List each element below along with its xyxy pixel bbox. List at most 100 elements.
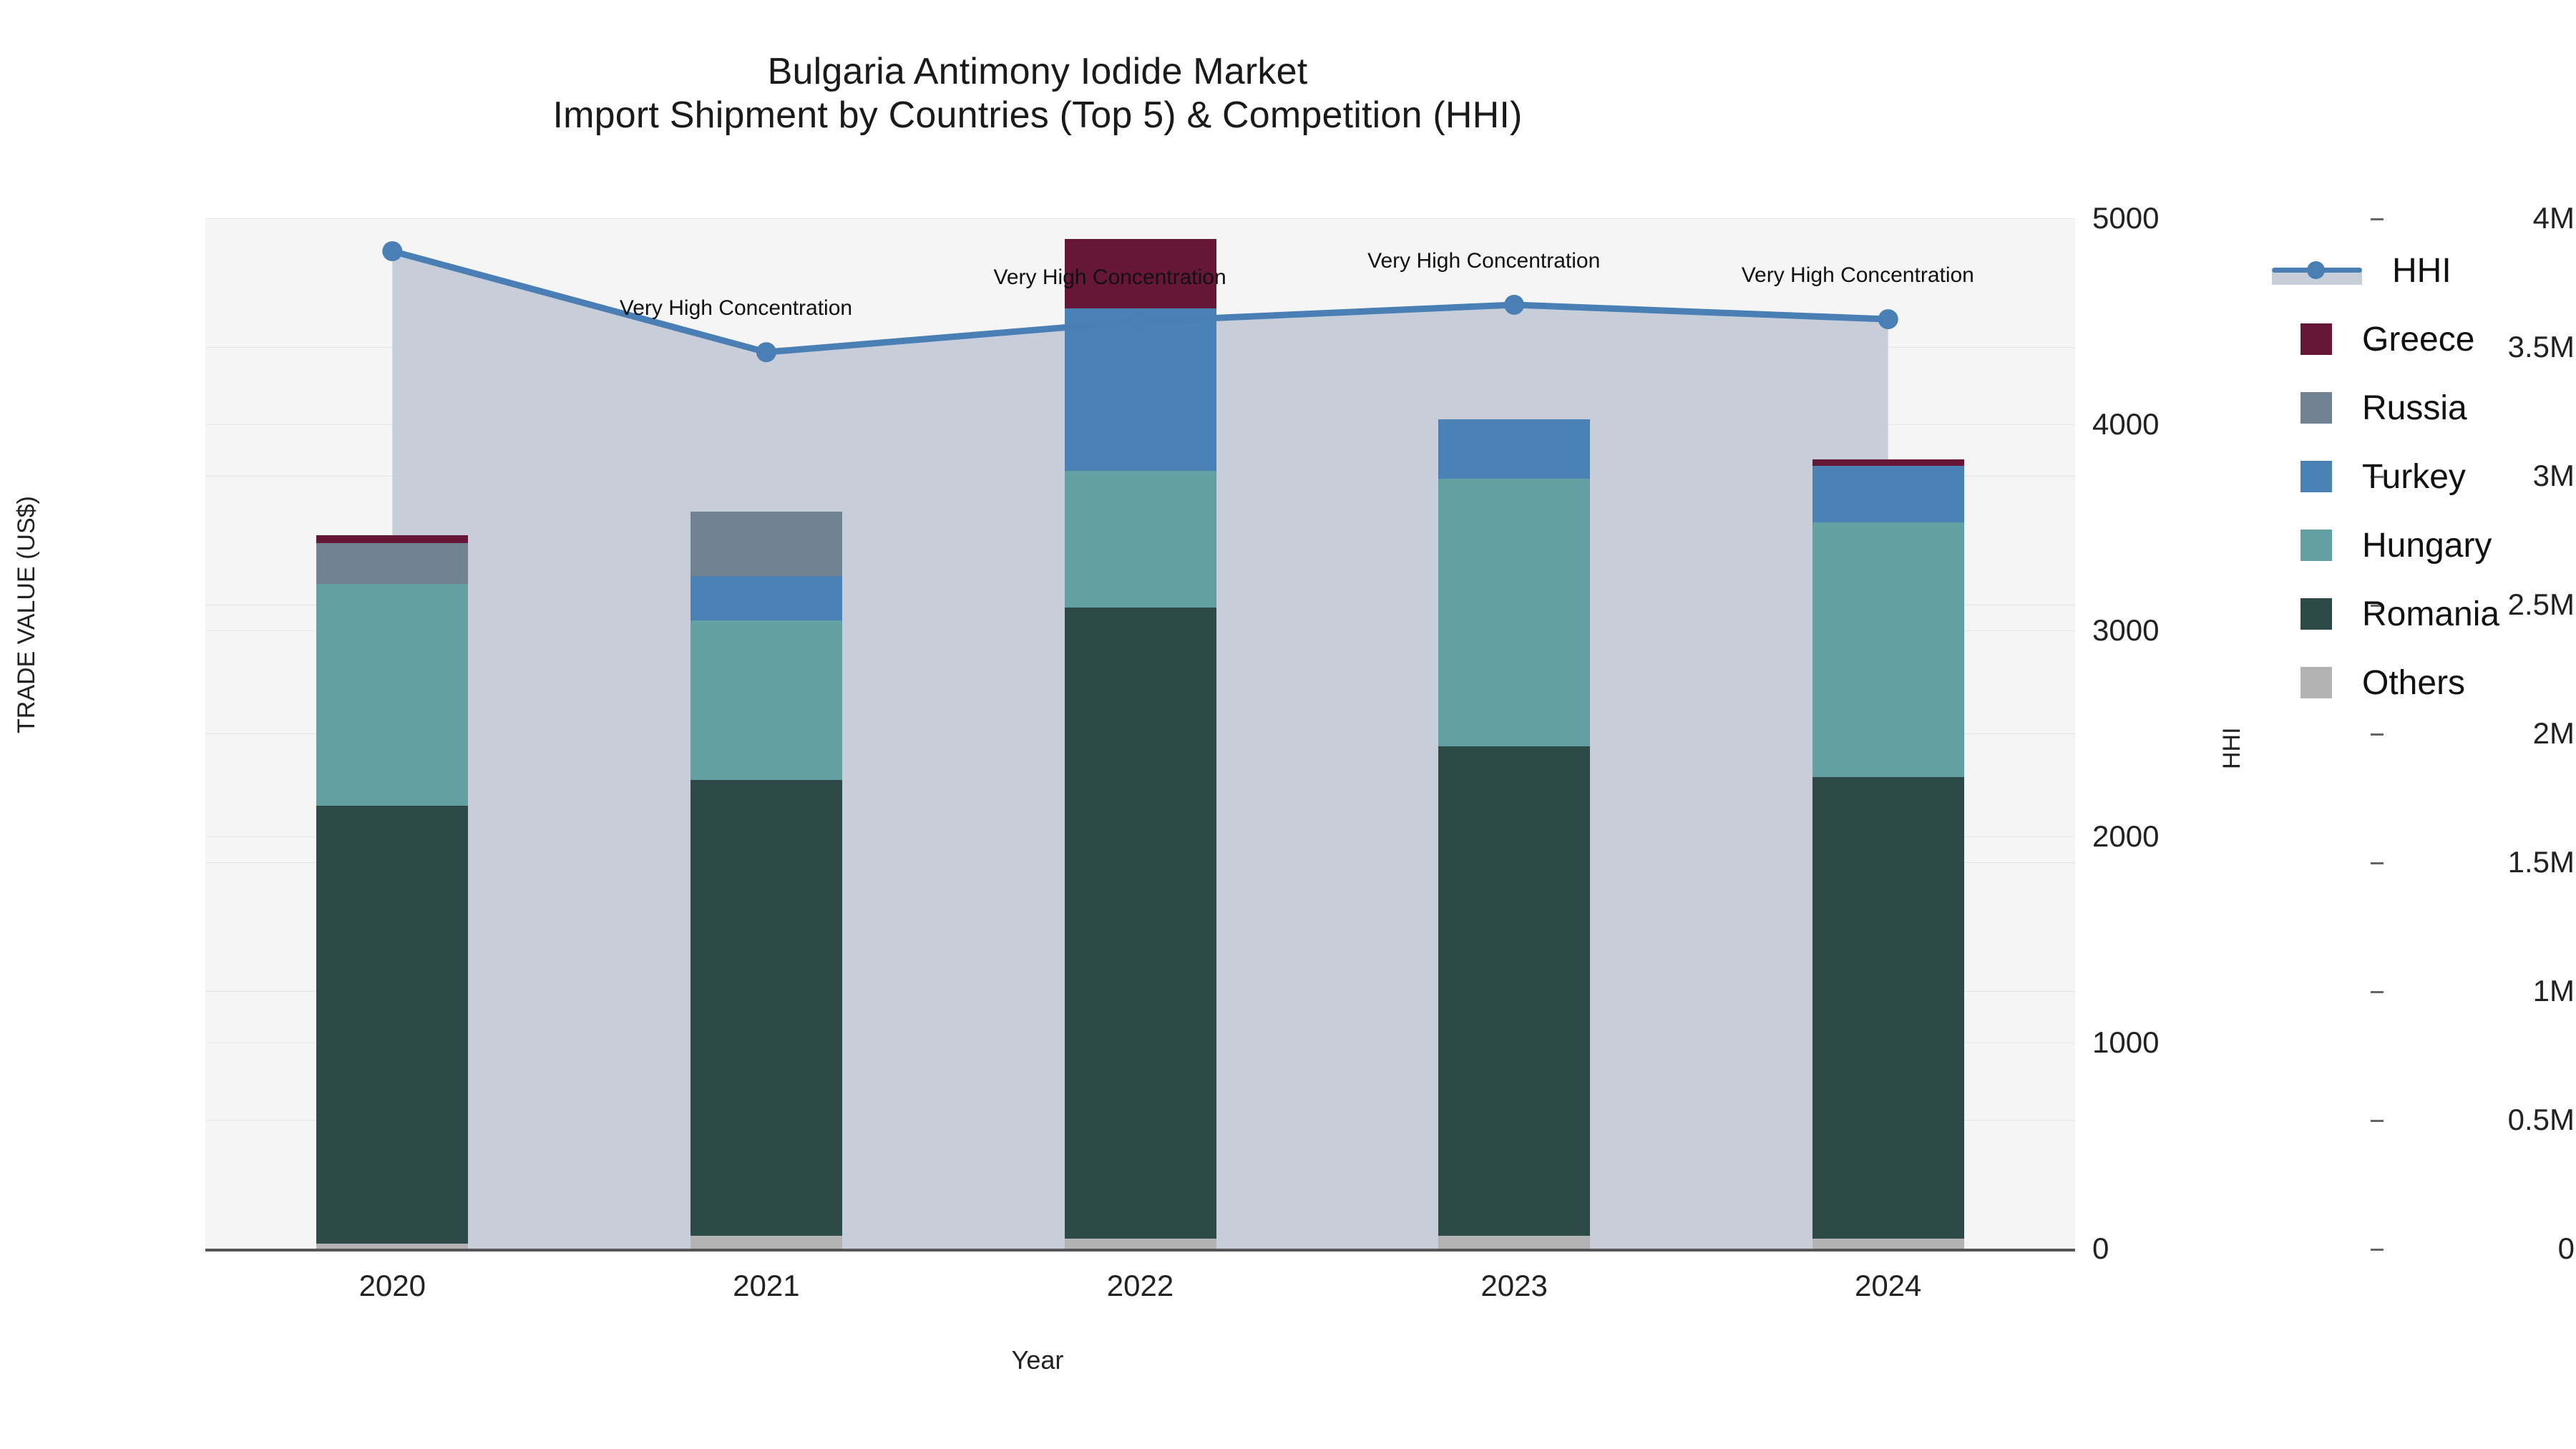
y-tick-mark [2371,605,2384,607]
legend-line-key [2272,255,2362,286]
annotation-2023: Very High Concentration [1367,248,1601,273]
legend-label: Romania [2362,595,2500,633]
legend-label: Greece [2362,320,2475,358]
bar-segment-hungary-2024[interactable] [1812,522,1964,778]
hhi-marker-2023[interactable] [1504,294,1525,315]
bar-segment-others-2020[interactable] [316,1243,469,1249]
legend-swatch-romania [2301,598,2332,630]
bar-segment-hungary-2023[interactable] [1438,478,1591,746]
bar-segment-romania-2024[interactable] [1812,777,1964,1239]
y-tick-label: 3M [2532,459,2575,492]
bar-segment-others-2023[interactable] [1438,1236,1591,1249]
bar-segment-greece-2022[interactable] [1064,238,1216,308]
y2-tick-label: 2000 [2092,819,2160,853]
y2-tick-label: 3000 [2092,613,2160,647]
chart-title-line1: Bulgaria Antimony Iodide Market [767,51,1308,92]
bar-segment-romania-2020[interactable] [316,805,469,1244]
chart-title-line2: Import Shipment by Countries (Top 5) & C… [552,94,1523,137]
y-tick-label: 2.5M [2507,587,2575,621]
hhi-marker-2022[interactable] [1130,311,1151,331]
legend-label: HHI [2392,251,2451,290]
bar-segment-turkey-2023[interactable] [1438,419,1591,479]
bar-stack-2020[interactable] [316,218,469,1249]
legend-label: Hungary [2362,526,2492,565]
bar-segment-turkey-2022[interactable] [1064,308,1216,471]
x-tick-label-2023: 2023 [1480,1269,1548,1302]
legend-swatch-greece [2301,323,2332,355]
bar-segment-greece-2020[interactable] [316,535,469,543]
chart-title: Bulgaria Antimony Iodide Market Import S… [0,50,2075,138]
bar-segment-hungary-2022[interactable] [1064,470,1216,608]
legend-label: Others [2362,663,2466,702]
legend-item-greece[interactable]: Greece [2272,305,2572,374]
hhi-marker-2024[interactable] [1878,309,1898,330]
annotation-2020: Very High Concentration [245,218,478,220]
y-tick-label: 1.5M [2507,845,2575,879]
bar-segment-hungary-2020[interactable] [316,584,469,806]
bar-segment-turkey-2021[interactable] [690,576,842,620]
y-tick-mark [2371,218,2384,220]
y-tick-label: 1M [2532,974,2575,1008]
legend-item-hungary[interactable]: Hungary [2272,511,2572,580]
bar-segment-russia-2020[interactable] [316,542,469,585]
legend-swatch-hungary [2301,530,2332,561]
y-tick-mark [2371,862,2384,864]
bar-segment-romania-2023[interactable] [1438,746,1591,1236]
bar-stack-2023[interactable] [1438,218,1591,1249]
bar-segment-others-2021[interactable] [690,1236,842,1249]
y-tick-label: 4M [2532,201,2575,235]
bar-segment-others-2024[interactable] [1812,1238,1964,1249]
annotation-2024: Very High Concentration [1741,263,1974,288]
legend-item-romania[interactable]: Romania [2272,580,2572,648]
legend-line-marker [2307,261,2325,279]
hhi-line-series [382,241,1898,363]
bar-stack-2022[interactable] [1064,218,1216,1249]
bar-segment-others-2022[interactable] [1064,1238,1216,1249]
y-tick-mark [2371,347,2384,349]
y-tick-label: 0.5M [2507,1103,2575,1136]
y-tick-mark [2371,991,2384,993]
legend-swatch-russia [2301,392,2332,424]
legend-label: Turkey [2362,457,2466,496]
x-axis-line [205,1249,2075,1252]
x-tick-label-2022: 2022 [1106,1269,1174,1302]
bar-segment-russia-2021[interactable] [690,512,842,577]
y-tick-label: 0 [2557,1231,2575,1265]
y-axis-title: TRADE VALUE (US$) [13,496,40,733]
bar-segment-romania-2021[interactable] [690,779,842,1236]
y2-axis-title: HHI [2218,727,2245,769]
bar-segment-greece-2024[interactable] [1812,459,1964,466]
bar-segment-hungary-2021[interactable] [690,620,842,780]
annotation-2022: Very High Concentration [993,265,1226,289]
legend-swatch-others [2301,667,2332,698]
hhi-marker-2021[interactable] [756,342,776,363]
bar-stack-2024[interactable] [1812,218,1964,1249]
legend-label: Russia [2362,389,2467,427]
x-axis-title: Year [1011,1345,1064,1375]
x-tick-label-2024: 2024 [1854,1269,1922,1302]
y-tick-mark [2371,1120,2384,1122]
x-tick-label-2021: 2021 [733,1269,800,1302]
y2-tick-label: 1000 [2092,1025,2160,1059]
y-tick-mark [2371,476,2384,478]
plot-area: Very High Concentration Very High Concent… [205,218,2075,1249]
y2-tick-label: 0 [2092,1231,2109,1265]
bar-segment-turkey-2024[interactable] [1812,465,1964,522]
gridline-secondary [205,218,2075,219]
y-tick-label: 2M [2532,716,2575,750]
chart-legend: HHI Greece Russia Turkey Hungary Romania Other… [2272,236,2572,717]
y2-tick-label: 5000 [2092,201,2160,235]
bar-stack-2021[interactable] [690,218,842,1249]
bar-segment-romania-2022[interactable] [1064,607,1216,1239]
legend-item-others[interactable]: Others [2272,648,2572,717]
legend-item-turkey[interactable]: Turkey [2272,442,2572,511]
legend-swatch-turkey [2301,461,2332,492]
y-tick-mark [2371,1249,2384,1251]
legend-item-hhi[interactable]: HHI [2272,236,2572,305]
annotation-2021: Very High Concentration [619,296,853,321]
y2-tick-label: 4000 [2092,407,2160,441]
hhi-marker-2020[interactable] [382,241,403,262]
y-tick-label: 3.5M [2507,330,2575,364]
legend-item-russia[interactable]: Russia [2272,374,2572,442]
